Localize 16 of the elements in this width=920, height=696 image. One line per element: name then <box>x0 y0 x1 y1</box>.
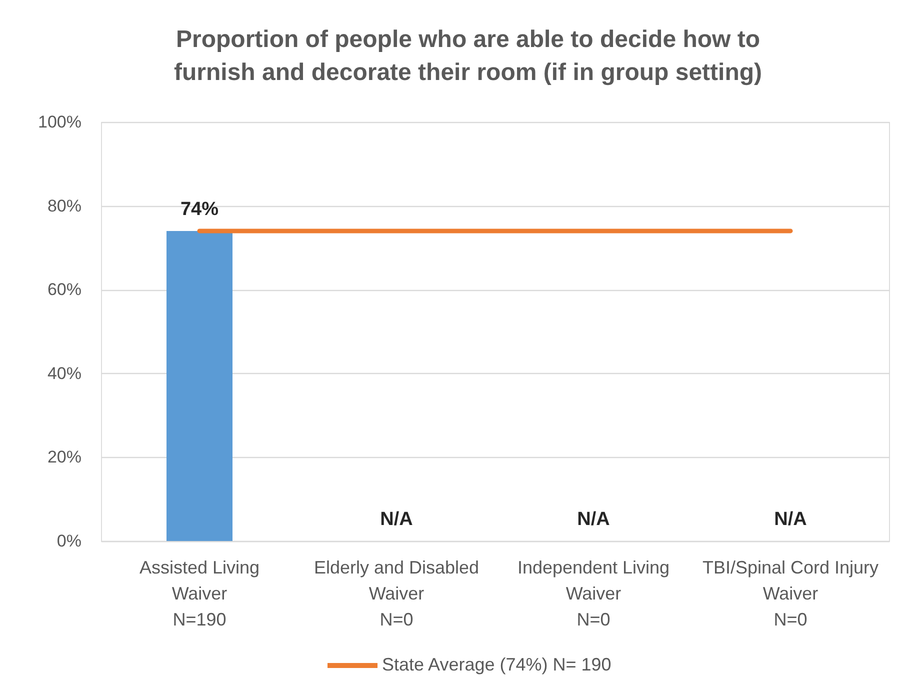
y-tick-label: 100% <box>38 112 82 132</box>
y-tick-label: 60% <box>47 280 82 300</box>
legend-label: State Average (74%) N= 190 <box>382 654 612 674</box>
text: N/A <box>774 509 807 530</box>
text: N/A <box>577 509 610 530</box>
chart-title: Proportion of people who are able to decide how to furnish and decorate their room (if in group setting) <box>174 26 762 86</box>
y-tick-label: 20% <box>47 448 82 467</box>
y-tick-label: 40% <box>47 364 82 383</box>
y-tick-label: 0% <box>56 532 82 550</box>
x-tick-label: Assisted Living Waiver N=190 <box>139 558 260 630</box>
text: N/A <box>380 509 413 530</box>
x-tick-label: Elderly and Disabled Waiver N=0 <box>314 558 480 630</box>
x-tick-label: TBI/Spinal Cord Injury Waiver N=0 <box>702 558 879 630</box>
data-label: 74% <box>180 198 219 220</box>
x-tick-label: Independent Living Waiver N=0 <box>517 558 670 630</box>
y-tick-label: 80% <box>47 196 82 216</box>
